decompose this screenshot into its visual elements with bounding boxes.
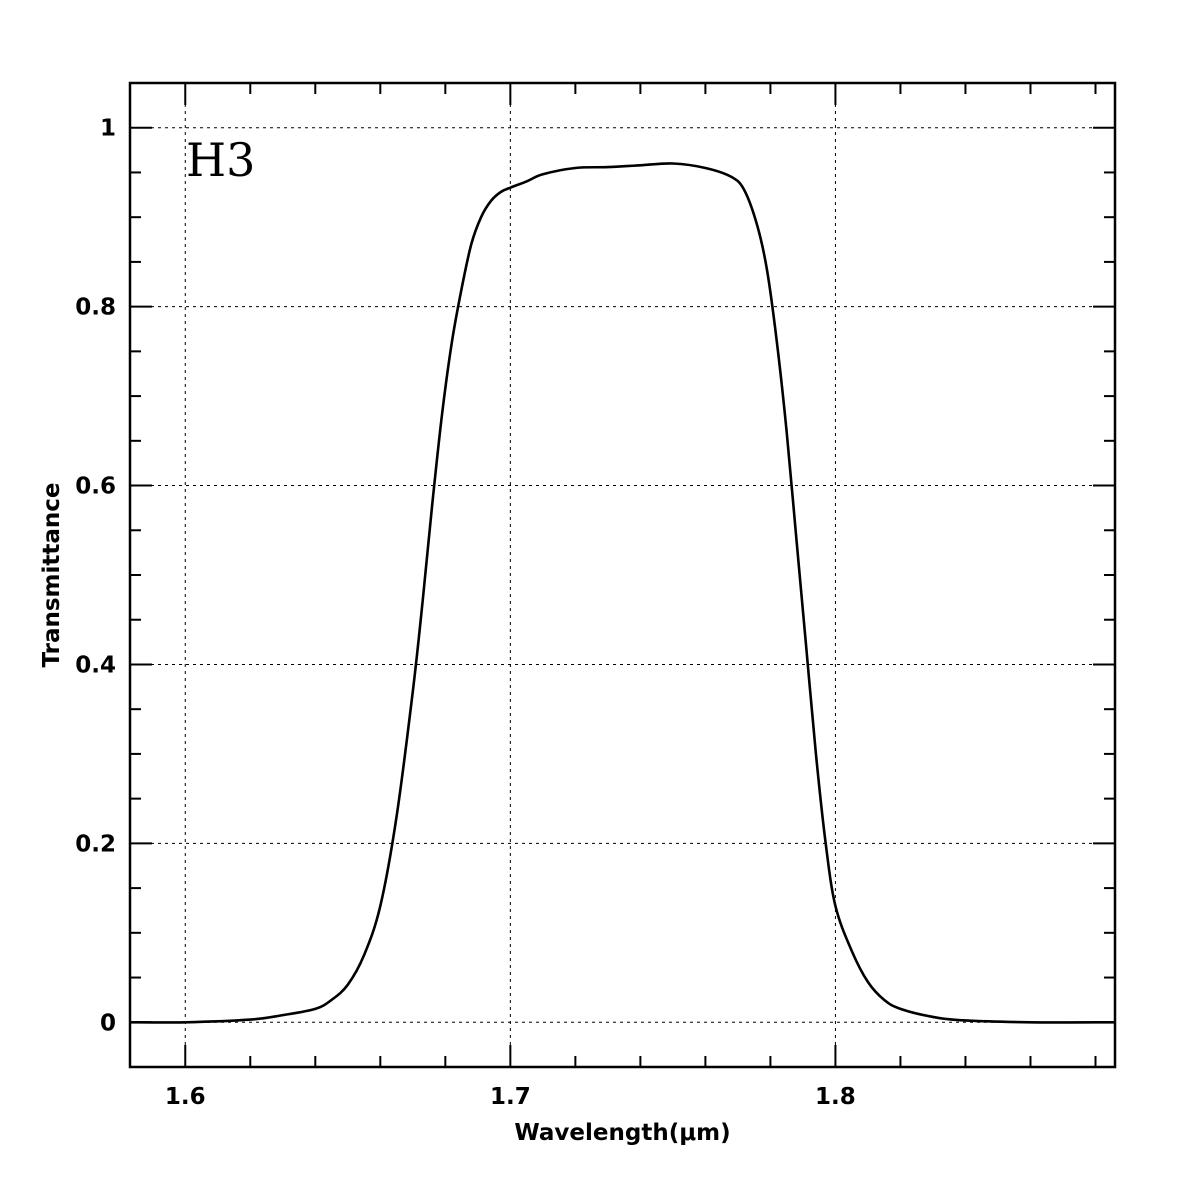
axis-ticks bbox=[130, 82, 1115, 1068]
x-axis-label: Wavelength(μm) bbox=[514, 1120, 730, 1146]
y-tick-label: 0.2 bbox=[75, 831, 116, 857]
y-tick-label: 0.4 bbox=[75, 652, 116, 678]
y-tick-label: 0.8 bbox=[75, 295, 116, 321]
tick-labels: 1.6 1.7 1.8 0 0.2 0.4 0.6 0.8 1 bbox=[75, 116, 856, 1110]
y-tick-label: 1 bbox=[100, 116, 116, 142]
filter-annotation: H3 bbox=[186, 133, 255, 187]
x-tick-label: 1.7 bbox=[490, 1084, 531, 1110]
x-tick-label: 1.6 bbox=[165, 1084, 206, 1110]
y-axis-label: Transmittance bbox=[39, 482, 65, 667]
x-tick-label: 1.8 bbox=[815, 1084, 856, 1110]
grid-lines bbox=[130, 83, 1115, 1067]
y-tick-label: 0 bbox=[100, 1010, 116, 1036]
plot-frame bbox=[128, 81, 1117, 1069]
transmittance-curve bbox=[129, 162, 1116, 1024]
y-tick-label: 0.6 bbox=[75, 474, 116, 500]
